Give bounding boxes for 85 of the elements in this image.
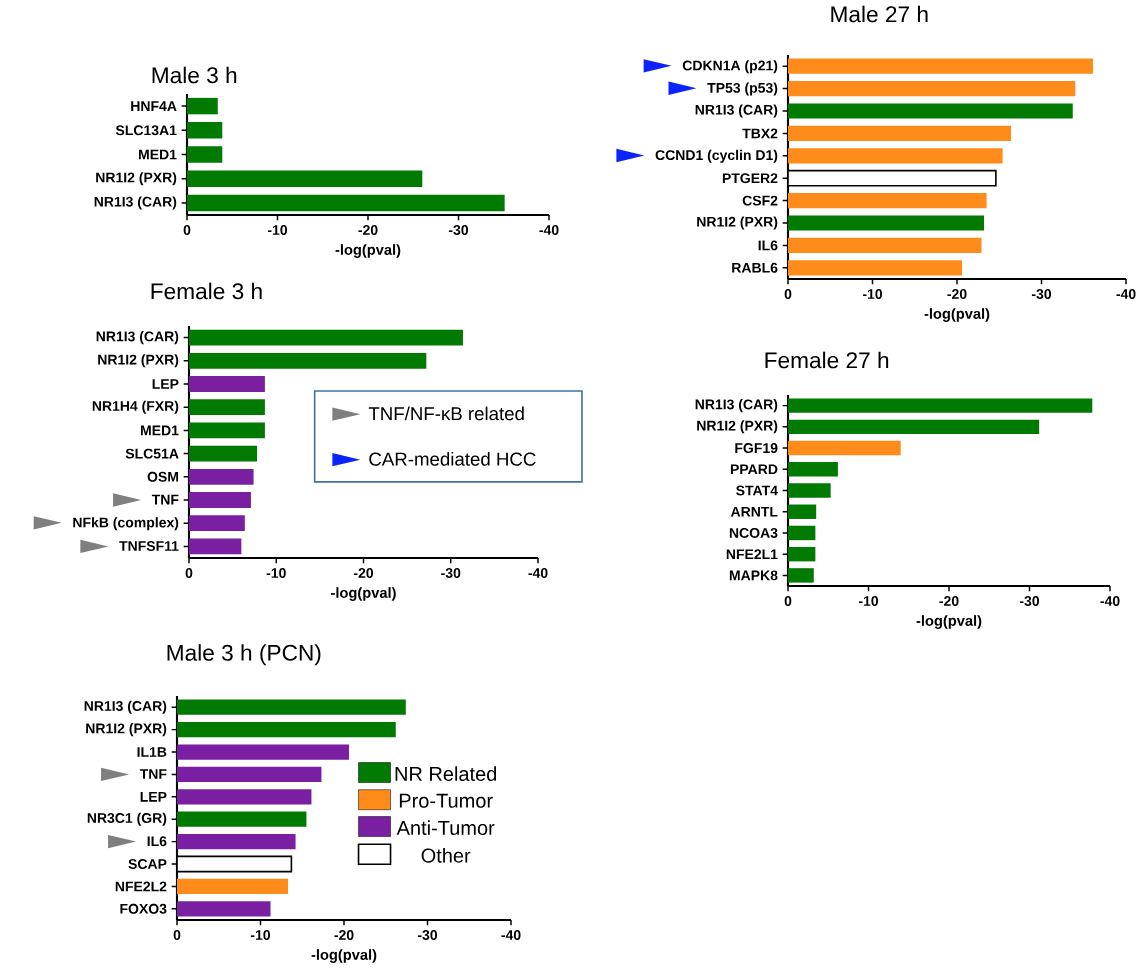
y-tick-label: NR3C1 (GR) [87, 812, 167, 826]
y-tick-label: TP53 (p53) [707, 82, 778, 96]
y-tick-label: SLC13A1 [115, 125, 177, 136]
annotation: CAR-mediated HCC [369, 452, 536, 466]
y-tick-label: TNF [151, 494, 179, 505]
x-axis-title: -log(pval) [916, 615, 982, 629]
y-tick-label: TNF [139, 769, 167, 779]
y-tick-label: MAPK8 [729, 570, 778, 581]
x-tick-label: -30 [1031, 289, 1052, 299]
y-tick-label: STAT4 [736, 485, 778, 496]
y-tick-label: MED1 [139, 149, 177, 160]
y-tick-label: HNF4A [131, 101, 177, 111]
x-tick-label: -40 [1100, 596, 1120, 606]
chart-title: Female 27 h [765, 351, 889, 369]
x-tick-label: -20 [947, 289, 967, 299]
x-tick-label: -10 [266, 568, 286, 578]
legend-label: NR Related [395, 766, 497, 781]
x-tick-label: -20 [939, 596, 959, 606]
y-tick-label: RABL6 [732, 262, 778, 273]
y-tick-label: NR1I2 (PXR) [96, 172, 177, 186]
y-tick-label: NR1I2 (PXR) [86, 723, 167, 737]
x-tick-label: -20 [334, 930, 354, 940]
y-tick-label: NR1I3 (CAR) [695, 104, 778, 118]
y-tick-label: LEP [140, 792, 167, 802]
legend-label: Pro-Tumor [399, 793, 493, 808]
y-tick-label: NR1H4 (FXR) [92, 400, 179, 414]
y-tick-label: LEP [152, 379, 179, 389]
y-tick-label: NFkB (complex) [73, 517, 179, 531]
y-tick-label: NR1I2 (PXR) [697, 216, 778, 230]
chart-title: Male 3 h (PCN) [167, 644, 321, 666]
legend-label: Other [421, 848, 471, 863]
y-tick-label: IL6 [758, 240, 778, 251]
y-tick-label: OSM [147, 471, 179, 482]
x-tick-label: -40 [1116, 289, 1136, 299]
y-tick-label: NR1I3 (CAR) [94, 196, 177, 210]
legend-label: Anti-Tumor [396, 820, 495, 835]
y-tick-label: PTGER2 [722, 173, 778, 184]
y-tick-label: TBX2 [742, 128, 778, 139]
chart-title: Male 27 h [831, 5, 928, 23]
y-tick-label: NR1I2 (PXR) [697, 420, 778, 434]
y-tick-label: CSF2 [742, 195, 778, 206]
y-tick-label: ARNTL [730, 506, 778, 517]
y-tick-label: FOXO3 [120, 903, 167, 914]
x-tick-label: 0 [784, 596, 792, 606]
x-tick-label: -10 [250, 930, 271, 940]
x-axis-title: -log(pval) [311, 949, 377, 963]
x-tick-label: -20 [358, 225, 378, 235]
x-axis-title: -log(pval) [331, 587, 396, 601]
x-tick-label: -10 [267, 225, 288, 235]
y-tick-label: NR1I3 (CAR) [96, 331, 179, 345]
x-tick-label: -30 [1019, 596, 1040, 606]
annotation: TNF/NF-κB related [368, 406, 524, 421]
x-tick-label: 0 [185, 568, 193, 578]
y-tick-label: NR1I3 (CAR) [84, 700, 167, 714]
x-tick-label: -30 [441, 568, 461, 578]
y-tick-label: PPARD [730, 464, 778, 475]
x-tick-label: -30 [448, 225, 469, 235]
y-tick-label: NR1I3 (CAR) [695, 399, 778, 413]
y-tick-label: CCND1 (cyclin D1) [655, 149, 778, 163]
y-tick-label: NFE2L2 [115, 881, 167, 892]
x-tick-label: 0 [183, 225, 191, 235]
x-tick-label: -40 [501, 930, 521, 940]
x-tick-label: -40 [539, 225, 559, 235]
x-axis-title: -log(pval) [335, 244, 401, 258]
chart-title: Female 3 h [151, 282, 262, 300]
y-tick-label: CDKN1A (p21) [682, 60, 778, 74]
y-tick-label: NR1I2 (PXR) [98, 354, 179, 368]
y-tick-label: TNFSF11 [119, 541, 179, 551]
chart-title: Male 3 h [152, 66, 237, 84]
x-tick-label: 0 [784, 289, 792, 299]
x-tick-label: -20 [353, 568, 374, 578]
x-axis-title: -log(pval) [924, 308, 990, 322]
x-tick-label: -10 [862, 289, 883, 299]
y-tick-label: IL6 [147, 836, 167, 847]
x-tick-label: -30 [417, 930, 438, 940]
y-tick-label: SCAP [128, 859, 167, 869]
x-tick-label: -40 [528, 568, 548, 578]
y-tick-label: IL1B [137, 747, 167, 757]
x-tick-label: -10 [858, 596, 879, 606]
y-tick-label: MED1 [141, 425, 179, 436]
y-tick-label: FGF19 [735, 443, 778, 454]
y-tick-label: SLC51A [125, 448, 179, 459]
y-tick-label: NFE2L1 [726, 549, 778, 560]
x-tick-label: 0 [173, 930, 181, 940]
y-tick-label: NCOA3 [729, 528, 778, 538]
